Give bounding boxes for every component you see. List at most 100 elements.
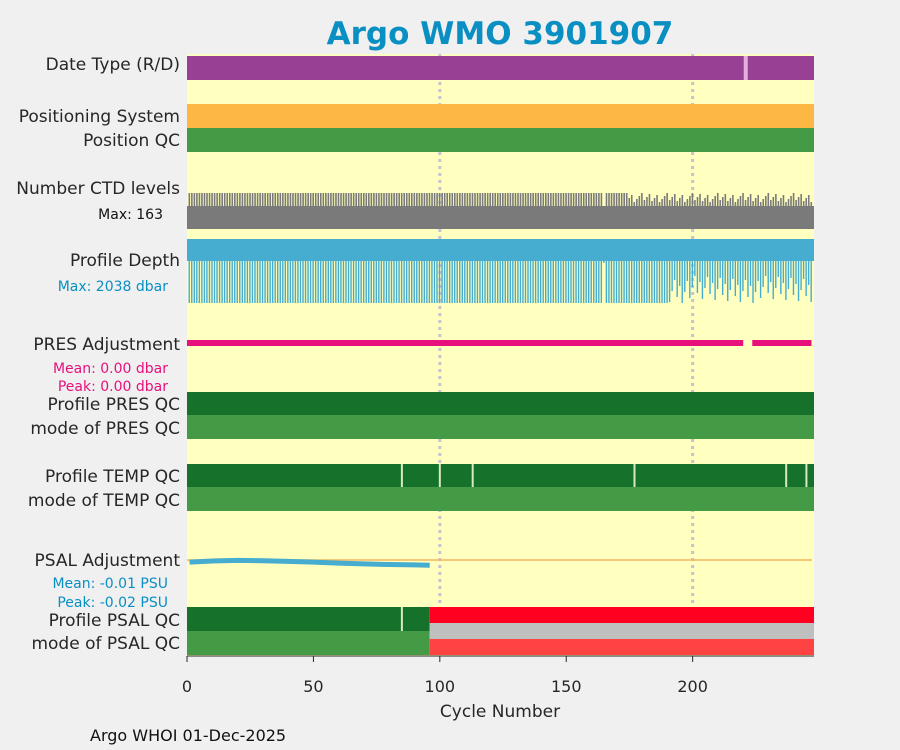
profile-depth-bar (461, 239, 463, 303)
profile-depth-bar (603, 239, 605, 263)
profile-depth-bar (744, 239, 747, 280)
profile-depth-bars (187, 239, 814, 303)
profile-temp-qc-bar (187, 464, 814, 487)
label-position-qc: Position QC (83, 131, 180, 151)
profile-depth-bar (658, 239, 661, 303)
profile-depth-bar (335, 239, 337, 303)
profile-depth-bar (795, 239, 797, 284)
profile-psal-qc-bad-segment (429, 607, 814, 623)
profile-depth-bar (509, 239, 512, 303)
profile-depth-bar (709, 239, 711, 294)
profile-depth-bar (600, 239, 603, 303)
profile-depth-bar (686, 239, 688, 281)
profile-depth-bar (752, 239, 754, 303)
profile-depth-bar (792, 239, 795, 295)
profile-depth-bar (679, 239, 681, 286)
profile-depth-bar (772, 239, 774, 299)
label-mode-temp-qc: mode of TEMP QC (28, 491, 180, 511)
profile-depth-bar (304, 239, 307, 303)
profile-depth-bar (413, 239, 415, 303)
profile-depth-bar (532, 239, 534, 303)
profile-depth-bar (269, 239, 271, 303)
profile-depth-bar (507, 239, 509, 303)
temp-qc-break (438, 464, 441, 487)
profile-depth-bar (201, 239, 203, 303)
profile-depth-bar (537, 239, 539, 303)
profile-depth-bar (388, 239, 390, 303)
profile-temp-qc-breaks (400, 464, 808, 487)
profile-depth-bar (724, 239, 726, 284)
profile-depth-bar (643, 239, 646, 303)
profile-depth-bar (721, 239, 724, 295)
profile-depth-bar (499, 239, 501, 303)
profile-depth-bar (780, 239, 782, 294)
profile-depth-bar (312, 239, 314, 303)
profile-depth-bar (451, 239, 453, 303)
profile-depth-bar (395, 239, 398, 303)
profile-depth-bar (251, 239, 254, 303)
profile-depth-bar (216, 239, 218, 303)
profile-depth-bar (403, 239, 405, 303)
profile-depth-bar (615, 239, 618, 303)
profile-depth-bar (254, 239, 256, 303)
profile-depth-bar (433, 239, 436, 303)
profile-depth-bar (193, 239, 195, 303)
psal-adjustment-curve (189, 557, 430, 568)
position-qc-bar (187, 128, 814, 152)
profile-depth-bar (608, 239, 610, 303)
profile-depth-bar (595, 239, 597, 303)
profile-depth-bar (322, 239, 324, 303)
profile-depth-bar (489, 239, 491, 303)
profile-depth-bar (527, 239, 529, 303)
mode-psal-qc-good-segment (187, 631, 430, 655)
profile-depth-bar (221, 239, 223, 303)
profile-depth-max: Max: 2038 dbar (58, 279, 169, 295)
profile-depth-bar (504, 239, 506, 303)
profile-depth-bar (378, 239, 380, 303)
profile-depth-bar (383, 239, 385, 303)
profile-depth-bar (284, 239, 287, 303)
profile-depth-bar (800, 239, 802, 290)
profile-depth-bar (545, 239, 547, 303)
profile-depth-bar (223, 239, 226, 303)
profile-depth-bar (342, 239, 345, 303)
profile-depth-bar (651, 239, 653, 303)
profile-depth-bar (630, 239, 633, 303)
profile-depth-bar (691, 239, 694, 287)
profile-depth-bar (663, 239, 666, 303)
profile-depth-bar (307, 239, 309, 303)
temp-qc-break (785, 464, 788, 487)
profile-depth-bar (749, 239, 752, 286)
profile-depth-bar (666, 239, 668, 303)
profile-depth-bar (314, 239, 317, 303)
profile-depth-bar (517, 239, 519, 303)
profile-depth-bar (390, 239, 393, 303)
profile-depth-bar (228, 239, 231, 303)
label-psal-adjustment: PSAL Adjustment (35, 551, 181, 571)
profile-depth-bar (464, 239, 466, 303)
profile-depth-bar (775, 239, 777, 288)
profile-depth-bar (340, 239, 342, 303)
profile-depth-bar (671, 239, 673, 291)
profile-depth-bar (524, 239, 527, 303)
psal-qc-break (400, 607, 403, 631)
profile-depth-bar (593, 239, 595, 303)
ctd-levels-bars (187, 193, 814, 229)
profile-depth-bar (734, 239, 737, 296)
profile-depth-bar (542, 239, 544, 303)
profile-depth-bar (572, 239, 575, 303)
x-axis-ticks: 0 50 100 150 200 (182, 656, 708, 696)
profile-depth-bar (807, 239, 810, 285)
profile-depth-bar (481, 239, 484, 303)
profile-depth-bar (636, 239, 638, 303)
profile-depth-bar (633, 239, 635, 303)
profile-depth-bar (471, 239, 474, 303)
profile-depth-bar (292, 239, 294, 303)
profile-psal-qc-breaks (400, 607, 403, 631)
profile-depth-bar (484, 239, 486, 303)
profile-depth-bar (337, 239, 340, 303)
profile-depth-bar (226, 239, 228, 303)
profile-depth-bar (620, 239, 623, 303)
profile-depth-bar (309, 239, 312, 303)
